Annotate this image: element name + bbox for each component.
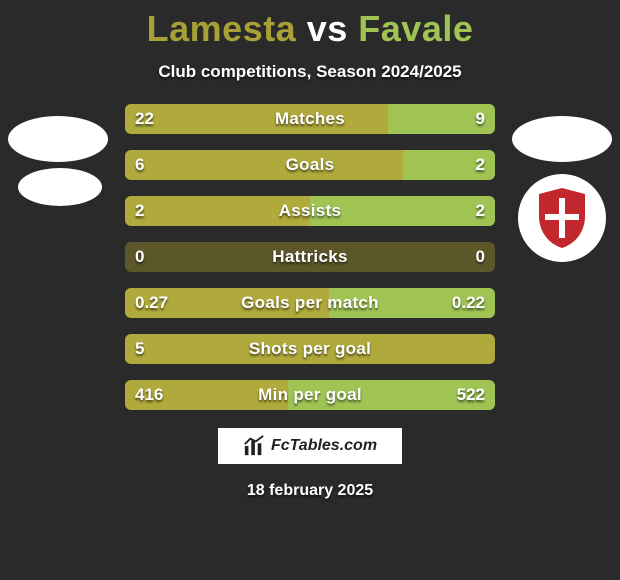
brand-badge: FcTables.com [218, 428, 402, 464]
player2-club-crest [518, 174, 606, 262]
player1-badge-secondary [18, 168, 102, 206]
title: Lamesta vs Favale [0, 8, 620, 50]
player2-badge [512, 116, 612, 162]
stat-label: Matches [125, 104, 495, 134]
stat-row: 416522Min per goal [125, 380, 495, 410]
stat-label: Min per goal [125, 380, 495, 410]
stat-row: 5Shots per goal [125, 334, 495, 364]
brand-text: FcTables.com [271, 437, 377, 455]
title-player2: Favale [358, 8, 473, 49]
stat-row: 62Goals [125, 150, 495, 180]
stat-row: 00Hattricks [125, 242, 495, 272]
stat-label: Hattricks [125, 242, 495, 272]
title-player1: Lamesta [147, 8, 297, 49]
stat-label: Goals per match [125, 288, 495, 318]
stat-row: 0.270.22Goals per match [125, 288, 495, 318]
date-label: 18 february 2025 [0, 482, 620, 500]
subtitle: Club competitions, Season 2024/2025 [0, 62, 620, 82]
comparison-card: Lamesta vs Favale Club competitions, Sea… [0, 0, 620, 580]
shield-icon [535, 186, 589, 250]
stat-label: Goals [125, 150, 495, 180]
title-vs: vs [307, 8, 348, 49]
stat-bars: 229Matches 62Goals 22Assists 00Hattricks 0.2… [125, 104, 495, 410]
stat-label: Shots per goal [125, 334, 495, 364]
stat-row: 229Matches [125, 104, 495, 134]
chart-icon [243, 435, 265, 457]
stat-row: 22Assists [125, 196, 495, 226]
stat-label: Assists [125, 196, 495, 226]
player1-badge [8, 116, 108, 162]
